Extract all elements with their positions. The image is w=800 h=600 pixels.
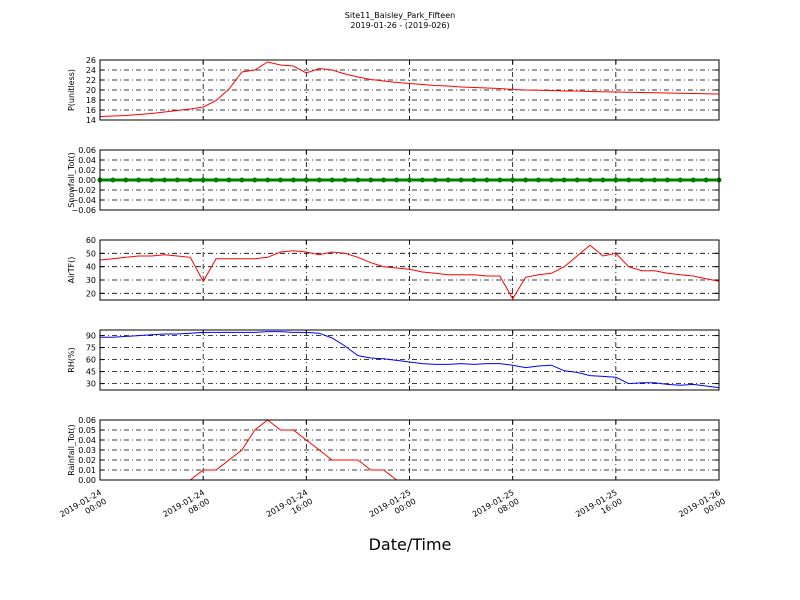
data-point [394,177,400,183]
y-axis-label: AirTF() [67,257,76,284]
data-point [226,177,232,183]
y-tick-label: 0.01 [78,466,96,475]
data-point [149,177,155,183]
data-point [407,177,412,183]
data-point [419,177,425,183]
data-point [161,177,167,183]
y-tick-label: 20 [86,86,96,95]
data-point [329,177,335,183]
y-tick-label: 30 [86,276,96,285]
data-point [574,177,580,183]
plot-frame [99,329,720,391]
data-point [484,177,490,183]
y-tick-label: −0.02 [71,186,96,195]
y-tick-label: 0.04 [78,156,96,165]
data-point [200,177,206,183]
data-point [265,177,271,183]
data-point [690,177,696,183]
data-point [355,177,361,183]
y-tick-label: 30 [86,380,96,389]
y-tick-label: 24 [86,66,96,75]
data-point [278,177,284,183]
y-tick-label: −0.06 [71,206,96,215]
data-point [626,177,632,183]
data-point [561,177,567,183]
data-point [110,177,116,183]
data-point [639,177,645,183]
data-point [316,177,322,183]
data-point [252,177,258,183]
y-tick-label: 0.03 [78,446,96,455]
y-axis-label: Snowfall_Tot() [67,152,76,208]
y-tick-label: 0.06 [78,416,96,425]
y-tick-label: 0.06 [78,146,96,155]
y-tick-label: 50 [86,249,96,258]
y-tick-label: 0.00 [78,176,96,185]
y-tick-label: 0.02 [78,166,96,175]
data-point [497,177,503,183]
data-point [587,177,593,183]
y-tick-label: 60 [86,356,96,365]
data-point [510,177,516,183]
y-axis-label: Rainfall_Tot() [67,424,76,476]
data-point [187,177,193,183]
y-tick-label: 40 [86,263,96,272]
data-point [432,177,438,183]
chart-title: Site11_Baisley_Park_Fifteen [345,11,455,20]
data-point [613,177,619,183]
data-point [458,177,464,183]
y-tick-label: 26 [86,56,96,65]
y-axis-label: P(unitless) [67,69,76,111]
y-tick-label: −0.04 [71,196,96,205]
data-point [677,177,683,183]
y-tick-label: 20 [86,289,96,298]
chart-subtitle: 2019-01-26 - (2019-026) [350,21,449,30]
plot-frame [99,419,720,481]
data-point [136,177,142,183]
data-point [664,177,670,183]
data-point [471,177,477,183]
y-tick-label: 22 [86,76,96,85]
data-point [535,177,541,183]
data-point [523,177,529,183]
data-point [368,177,374,183]
data-point [548,177,554,183]
plot-frame [99,149,720,211]
y-tick-label: 18 [86,96,96,105]
data-point [381,177,387,183]
y-tick-label: 0.00 [78,476,96,485]
y-tick-label: 14 [86,116,96,125]
y-tick-label: 60 [86,236,96,245]
data-line [99,61,720,117]
x-axis-label: Date/Time [369,535,452,554]
data-point [290,177,296,183]
data-point [600,177,606,183]
data-point [123,177,129,183]
data-line [100,331,720,389]
y-tick-label: 0.02 [78,456,96,465]
data-point [703,177,709,183]
y-tick-label: 0.05 [78,426,96,435]
data-point [174,177,180,183]
y-tick-label: 75 [86,344,96,353]
y-tick-label: 90 [86,332,96,341]
data-point [342,177,348,183]
y-tick-label: 16 [86,106,96,115]
data-point [445,177,451,183]
data-point [652,177,658,183]
y-tick-label: 45 [86,368,96,377]
y-axis-label: RH(%) [67,347,76,372]
data-point [303,177,309,183]
y-tick-label: 0.04 [78,436,96,445]
data-line [99,244,720,300]
plot-frame [99,59,720,121]
data-point [239,177,245,183]
data-point [213,177,219,183]
plot-frame [99,239,720,301]
